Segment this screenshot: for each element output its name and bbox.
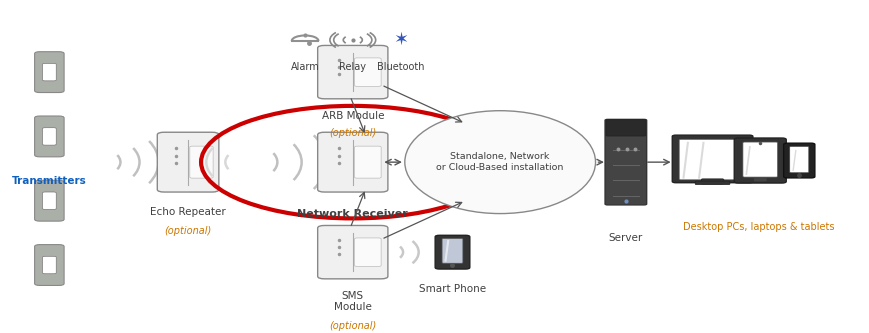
Text: (optional): (optional) [164,226,211,236]
FancyBboxPatch shape [35,180,64,221]
FancyBboxPatch shape [35,116,64,157]
Ellipse shape [404,111,595,213]
Text: Network Receiver: Network Receiver [297,209,408,219]
FancyBboxPatch shape [35,52,64,93]
FancyBboxPatch shape [43,128,56,145]
FancyBboxPatch shape [733,138,786,183]
FancyBboxPatch shape [789,147,808,173]
Text: Transmitters: Transmitters [12,176,87,186]
Text: Server: Server [608,233,642,243]
FancyBboxPatch shape [317,132,388,192]
FancyBboxPatch shape [189,146,213,178]
FancyBboxPatch shape [605,120,645,136]
Text: Alarm: Alarm [290,63,319,73]
FancyBboxPatch shape [354,58,381,86]
FancyBboxPatch shape [694,181,729,184]
Text: ✶: ✶ [393,31,408,49]
FancyBboxPatch shape [441,238,462,263]
FancyBboxPatch shape [742,142,777,177]
FancyBboxPatch shape [35,245,64,285]
FancyBboxPatch shape [672,135,752,183]
FancyBboxPatch shape [317,225,388,279]
FancyBboxPatch shape [354,146,381,178]
FancyBboxPatch shape [317,45,388,99]
FancyBboxPatch shape [700,179,723,184]
Text: Echo Repeater: Echo Repeater [150,207,226,217]
Text: Relay: Relay [339,63,366,73]
Text: Desktop PCs, laptops & tablets: Desktop PCs, laptops & tablets [682,222,833,232]
Text: Standalone, Network
or Cloud-Based installation: Standalone, Network or Cloud-Based insta… [436,153,563,172]
FancyBboxPatch shape [679,139,745,180]
FancyBboxPatch shape [43,192,56,209]
Text: SMS
Module: SMS Module [334,291,371,312]
FancyBboxPatch shape [753,178,766,181]
FancyBboxPatch shape [43,63,56,81]
Text: Bluetooth: Bluetooth [376,63,424,73]
Text: (optional): (optional) [328,129,376,139]
Text: ARB Module: ARB Module [322,111,383,121]
FancyBboxPatch shape [434,235,469,269]
FancyBboxPatch shape [157,132,219,192]
Text: Smart Phone: Smart Phone [419,284,486,294]
FancyBboxPatch shape [354,238,381,266]
FancyBboxPatch shape [783,143,814,178]
Text: (optional): (optional) [328,321,376,331]
FancyBboxPatch shape [604,120,646,205]
FancyBboxPatch shape [43,256,56,274]
